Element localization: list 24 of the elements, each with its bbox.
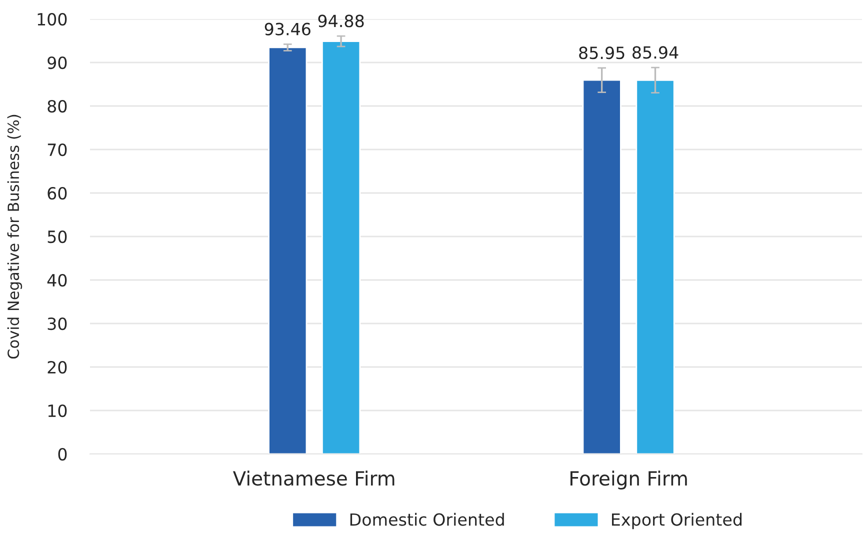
y-tick-label: 80: [48, 100, 67, 113]
bar: [322, 40, 361, 454]
bar: [268, 46, 308, 454]
y-tick-label: 30: [48, 317, 67, 330]
y-tick-label: 100: [38, 12, 67, 26]
y-tick-label: 90: [48, 56, 67, 70]
y-tick-label: 40: [47, 274, 67, 287]
x-tick-label: Vietnamese Firm: [232, 470, 394, 486]
data-label: 93.46: [264, 22, 310, 36]
y-tick-label: 50: [48, 230, 67, 244]
data-label: 85.94: [632, 46, 678, 59]
legend-label: Export Oriented: [612, 512, 742, 530]
y-tick-label: 0: [58, 448, 67, 461]
bar: [636, 79, 675, 454]
bar: [582, 79, 622, 454]
y-tick-label: 20: [48, 360, 67, 374]
y-tick-label: 70: [48, 143, 67, 156]
y-axis-title: Covid Negative for Business (%): [7, 114, 22, 359]
legend-label: Domestic Oriented: [350, 512, 504, 526]
data-label: 85.95: [579, 46, 624, 60]
y-tick-label: 10: [48, 404, 67, 418]
data-label: 94.88: [318, 14, 364, 28]
x-tick-label: Foreign Firm: [570, 470, 687, 490]
y-tick-label: 60: [48, 186, 67, 200]
